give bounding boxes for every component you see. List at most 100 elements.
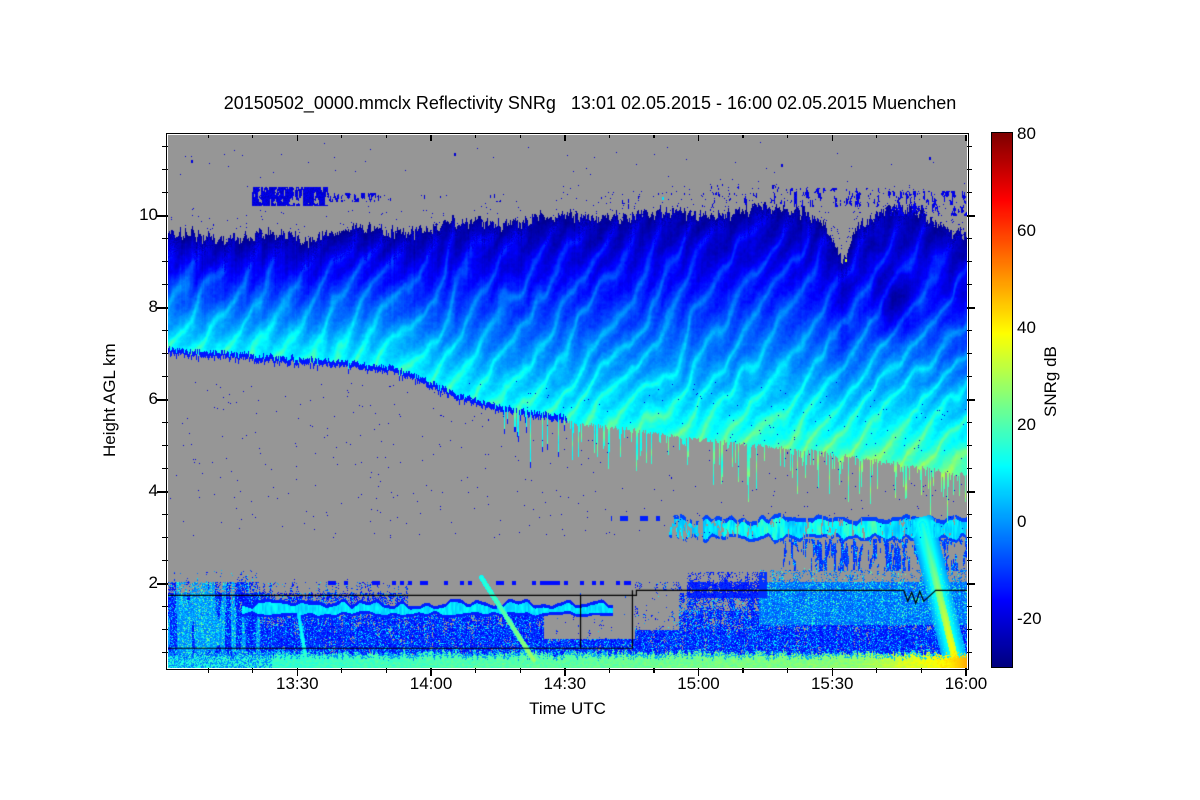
y-major-tick <box>157 583 168 585</box>
y-minor-tick <box>162 238 168 240</box>
x-minor-tick-top <box>207 135 209 138</box>
x-minor-tick-top <box>252 135 254 138</box>
x-major-tick-top <box>564 135 566 141</box>
x-major-tick <box>430 668 432 676</box>
x-major-tick <box>296 668 299 676</box>
y-major-tick-right <box>967 307 975 309</box>
y-minor-tick-right <box>967 422 972 424</box>
y-minor-tick-right <box>967 261 972 263</box>
y-minor-tick-right <box>967 284 972 286</box>
x-minor-tick <box>475 668 477 673</box>
colorbar-tick-label: 60 <box>1017 221 1036 241</box>
y-tick-label: 10 <box>139 204 158 224</box>
y-minor-tick <box>162 652 168 654</box>
y-minor-tick-right <box>967 606 972 608</box>
x-minor-tick <box>876 668 878 673</box>
colorbar-tick-label: 40 <box>1017 318 1036 338</box>
x-tick-label: 13:30 <box>276 674 319 693</box>
colorbar-tick-label: 0 <box>1017 512 1027 532</box>
x-minor-tick <box>385 668 388 673</box>
y-minor-tick <box>162 284 168 286</box>
y-minor-tick-right <box>967 468 972 470</box>
y-major-tick <box>157 399 168 401</box>
x-axis-title: Time UTC <box>529 699 606 718</box>
colorbar-tick-label: 20 <box>1017 415 1036 435</box>
y-minor-tick <box>162 468 168 470</box>
y-major-tick-right <box>967 491 975 493</box>
y-tick-label: 4 <box>148 480 158 500</box>
x-minor-tick-top <box>920 135 922 138</box>
y-minor-tick <box>162 560 168 562</box>
x-major-tick <box>697 668 700 676</box>
y-major-tick-right <box>967 215 975 217</box>
y-minor-tick <box>162 146 168 148</box>
figure-title: 20150502_0000.mmclx Reflectivity SNRg 13… <box>223 93 957 113</box>
x-tick-label: 14:30 <box>543 674 587 693</box>
y-minor-tick-right <box>967 514 972 516</box>
x-tick-label: 15:30 <box>810 674 854 693</box>
y-minor-tick <box>162 261 168 263</box>
y-major-tick <box>157 307 168 309</box>
y-minor-tick <box>162 192 168 194</box>
y-minor-tick <box>162 606 168 608</box>
y-minor-tick <box>162 445 168 447</box>
x-minor-tick <box>252 668 254 673</box>
x-minor-tick-top <box>742 135 744 138</box>
y-minor-tick <box>162 422 168 424</box>
x-minor-tick-top <box>653 135 655 138</box>
x-major-tick-top <box>831 135 833 141</box>
x-minor-tick <box>341 668 343 673</box>
reflectivity-heatmap-canvas <box>168 135 967 668</box>
y-minor-tick-right <box>967 537 972 539</box>
x-minor-tick <box>207 668 209 673</box>
y-minor-tick-right <box>967 238 972 240</box>
y-major-tick-right <box>967 583 975 585</box>
y-minor-tick-right <box>967 353 972 355</box>
colorbar-title: SNRg dB <box>1041 346 1060 418</box>
y-minor-tick <box>162 376 168 378</box>
y-major-tick-right <box>967 399 975 401</box>
y-tick-label: 6 <box>148 388 158 408</box>
y-minor-tick-right <box>967 376 972 378</box>
colorbar-tick-label: 80 <box>1017 124 1036 143</box>
x-major-tick-top <box>296 135 299 141</box>
x-tick-label: 15:00 <box>677 674 720 693</box>
y-minor-tick <box>162 514 168 516</box>
y-major-tick <box>157 215 168 217</box>
y-minor-tick <box>162 629 168 631</box>
colorbar-tick-label: -20 <box>1017 609 1042 629</box>
y-minor-tick <box>162 330 168 332</box>
y-minor-tick-right <box>967 330 972 332</box>
x-minor-tick <box>920 668 922 673</box>
x-minor-tick <box>742 668 744 673</box>
x-minor-tick-top <box>519 135 521 138</box>
y-minor-tick-right <box>967 169 972 171</box>
x-major-tick-top <box>697 135 700 141</box>
x-minor-tick-top <box>475 135 477 138</box>
y-tick-label: 2 <box>148 572 158 592</box>
x-minor-tick-top <box>341 135 343 138</box>
y-minor-tick <box>162 537 168 539</box>
x-minor-tick-top <box>787 135 789 138</box>
x-major-tick-top <box>430 135 432 141</box>
x-minor-tick-top <box>876 135 878 138</box>
y-minor-tick <box>162 169 168 171</box>
y-minor-tick-right <box>967 629 972 631</box>
y-minor-tick <box>162 353 168 355</box>
y-minor-tick-right <box>967 146 972 148</box>
y-minor-tick-right <box>967 652 972 654</box>
y-minor-tick-right <box>967 445 972 447</box>
x-minor-tick <box>608 668 610 673</box>
y-major-tick <box>157 491 168 493</box>
x-minor-tick-top <box>385 135 388 138</box>
y-minor-tick-right <box>967 560 972 562</box>
x-major-tick-top <box>965 135 967 141</box>
y-minor-tick-right <box>967 192 972 194</box>
x-minor-tick-top <box>608 135 610 138</box>
x-tick-label: 14:00 <box>409 674 453 693</box>
x-major-tick <box>831 668 833 676</box>
x-minor-tick <box>653 668 655 673</box>
x-major-tick <box>564 668 566 676</box>
x-major-tick <box>965 668 967 676</box>
